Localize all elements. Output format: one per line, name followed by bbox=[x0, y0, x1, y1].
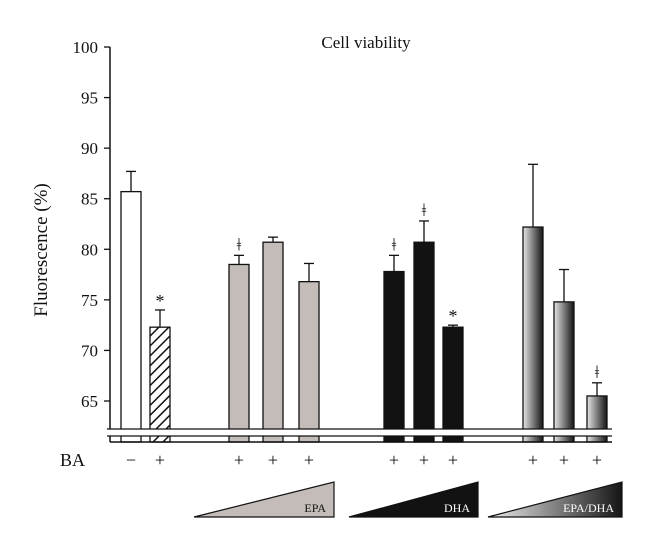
significance-marker: ǂ bbox=[595, 362, 600, 382]
y-tick-label: 95 bbox=[81, 89, 98, 108]
dose-label: EPA/DHA bbox=[563, 501, 614, 515]
ba-symbol: + bbox=[155, 450, 165, 470]
bar bbox=[442, 326, 464, 443]
dose-triangle bbox=[487, 481, 623, 518]
y-tick-label: 85 bbox=[81, 190, 98, 209]
y-axis: 65 70 75 80 85 90 95 100 bbox=[73, 38, 111, 442]
dose-label: EPA bbox=[304, 501, 326, 515]
ba-symbol: + bbox=[304, 450, 314, 470]
bar bbox=[383, 270, 405, 443]
ba-symbol: + bbox=[528, 450, 538, 470]
bar bbox=[120, 190, 142, 443]
ba-symbol: + bbox=[448, 450, 458, 470]
dose-label: DHA bbox=[444, 501, 470, 515]
dose-triangle bbox=[348, 481, 479, 518]
ba-symbol: + bbox=[592, 450, 602, 470]
bar bbox=[298, 281, 320, 443]
ba-symbol: + bbox=[559, 450, 569, 470]
ba-row: − + + + + + + + + + + bbox=[126, 450, 602, 470]
y-tick-label: 80 bbox=[81, 240, 98, 259]
ba-symbol: + bbox=[234, 450, 244, 470]
significance-marker: ǂ bbox=[422, 200, 427, 220]
bar bbox=[522, 226, 544, 443]
significance-marker: ǂ bbox=[237, 234, 242, 254]
y-axis-label: Fluorescence (%) bbox=[31, 183, 52, 316]
axis-break bbox=[107, 428, 612, 443]
axis-break-band bbox=[107, 429, 612, 436]
y-tick-label: 90 bbox=[81, 139, 98, 158]
ba-symbol: − bbox=[126, 450, 136, 470]
y-tick-label: 75 bbox=[81, 291, 98, 310]
y-tick-label: 65 bbox=[81, 392, 98, 411]
ba-row-label: BA bbox=[60, 450, 85, 470]
ba-symbol: + bbox=[389, 450, 399, 470]
bars-layer: * ǂ ǂ ǂ * ǂ bbox=[120, 163, 608, 443]
significance-marker: * bbox=[449, 306, 458, 326]
bar bbox=[413, 241, 435, 443]
significance-marker: * bbox=[156, 291, 165, 311]
bar bbox=[228, 263, 250, 443]
bar bbox=[262, 241, 284, 443]
dose-triangle bbox=[193, 481, 335, 518]
chart-title: Cell viability bbox=[321, 33, 411, 52]
ba-symbol: + bbox=[268, 450, 278, 470]
y-tick-label: 70 bbox=[81, 341, 98, 360]
ba-symbol: + bbox=[419, 450, 429, 470]
dose-triangles: EPA DHA EPA/DHA bbox=[193, 481, 623, 518]
bar bbox=[149, 326, 171, 443]
significance-marker: ǂ bbox=[392, 234, 397, 254]
y-tick-label: 100 bbox=[73, 38, 99, 57]
bar bbox=[553, 301, 575, 443]
